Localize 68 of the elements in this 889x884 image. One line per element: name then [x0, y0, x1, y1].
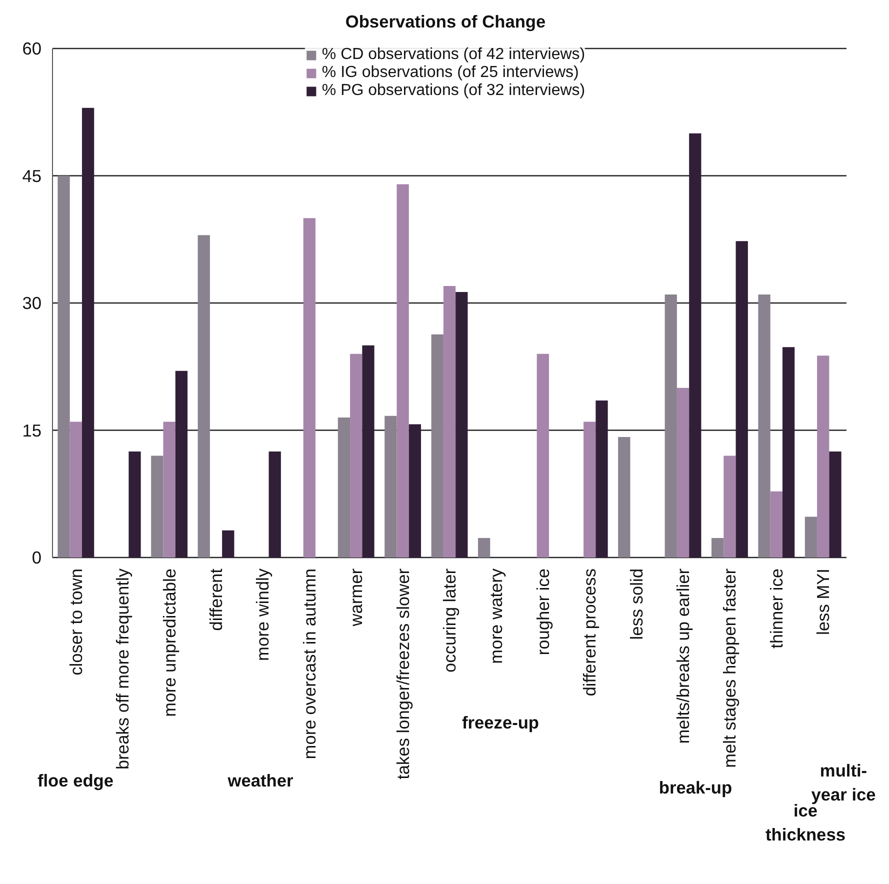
x-tick-label: melts/breaks up earlier — [673, 568, 694, 744]
x-tick-label: less MYI — [813, 568, 834, 635]
x-tick-label: occuring later — [440, 568, 460, 673]
x-tick-label: melt stages happen faster — [720, 568, 740, 768]
text: weather — [226, 770, 294, 790]
bar — [829, 451, 842, 558]
legend-label: % PG observations (of 32 interviews) — [322, 82, 586, 100]
chart-title: Observations of Change — [345, 12, 546, 32]
bar — [711, 538, 724, 558]
bar — [163, 422, 176, 558]
x-tick-label: warmer — [346, 568, 366, 628]
bar — [58, 176, 70, 558]
bar — [338, 418, 350, 558]
bar — [70, 422, 82, 558]
bar — [478, 538, 490, 558]
bar — [782, 347, 795, 558]
bar — [128, 451, 141, 558]
bar — [303, 218, 316, 558]
bar — [584, 422, 596, 558]
bar — [408, 424, 422, 558]
y-tick-label: 0 — [32, 548, 42, 568]
x-tick-label: different — [206, 568, 226, 631]
x-tick-label: breaks off more frequently — [112, 568, 133, 770]
bar — [536, 354, 549, 558]
y-tick-label: 30 — [22, 293, 42, 313]
bar — [384, 416, 397, 558]
y-tick-label: 60 — [22, 38, 42, 58]
x-tick-label: rougher ice — [532, 568, 553, 656]
bar — [758, 294, 770, 558]
x-tick-label: different process — [580, 568, 600, 696]
bar — [175, 370, 188, 558]
x-tick-label: more unpredictable — [159, 568, 180, 717]
bar — [724, 456, 736, 558]
bar — [350, 354, 362, 558]
x-tick-label: takes longer/freezes slower — [392, 568, 413, 780]
bar — [82, 108, 94, 558]
x-tick-label: more watery — [486, 568, 506, 664]
bar — [618, 437, 630, 558]
legend-label: % IG observations (of 25 interviews) — [322, 64, 579, 82]
bar — [268, 451, 281, 558]
bar — [198, 235, 210, 558]
bar — [770, 491, 782, 558]
legend-label: % CD observations (of 42 interviews) — [322, 46, 586, 64]
bar — [431, 334, 444, 558]
text: break-up — [658, 778, 732, 798]
bar — [456, 292, 468, 558]
y-tick-label: 15 — [22, 420, 42, 440]
x-tick-label: thinner ice — [766, 568, 786, 648]
bar — [396, 184, 409, 558]
x-tick-label: closer to town — [66, 568, 86, 676]
x-tick-label: more windly — [252, 568, 273, 661]
bar — [362, 345, 374, 558]
bar — [817, 356, 830, 558]
bar — [151, 456, 164, 558]
bar — [222, 530, 234, 558]
bar — [676, 388, 690, 558]
text: multi-year ice — [811, 760, 876, 804]
bar — [804, 516, 818, 558]
bar — [736, 241, 748, 558]
text: freeze-up — [462, 712, 540, 732]
bar — [443, 286, 456, 558]
text: floe edge — [37, 770, 114, 790]
bar — [664, 294, 677, 558]
bar — [596, 400, 608, 558]
x-tick-label: more overcast in autumn — [299, 568, 320, 760]
x-tick-label: less solid — [626, 568, 646, 640]
y-tick-label: 45 — [22, 166, 42, 186]
bar — [689, 133, 702, 558]
